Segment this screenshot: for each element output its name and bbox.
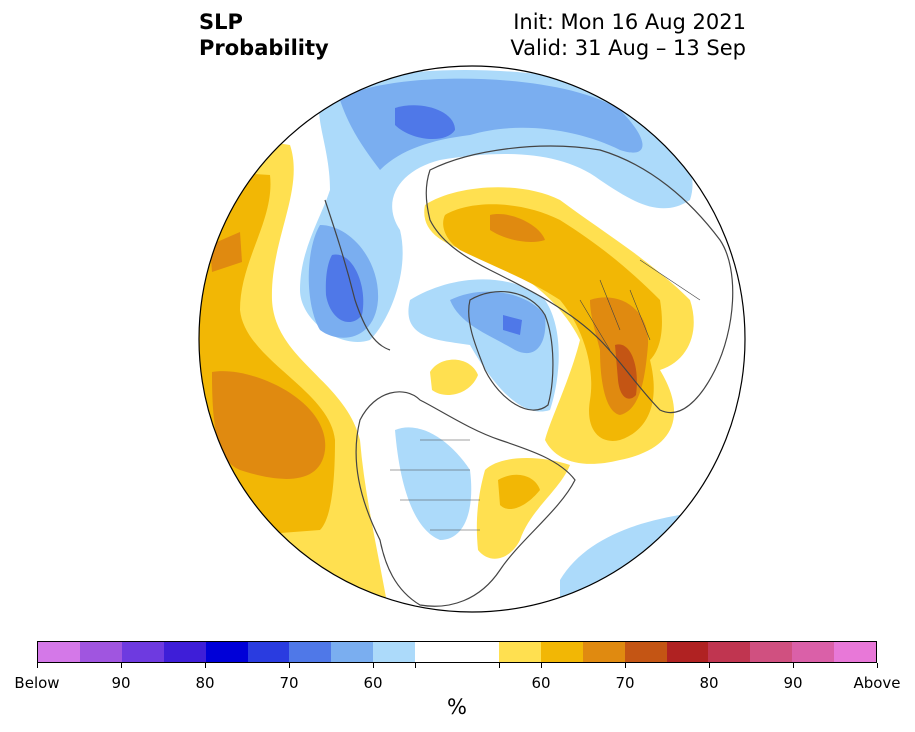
coastlines: [324, 145, 734, 607]
title-line-2: Probability: [199, 36, 329, 60]
greenland-below-70: [503, 315, 522, 335]
forecast-dates: Init: Mon 16 Aug 2021 Valid: 31 Aug – 13…: [510, 9, 746, 61]
colorbar-tick-label: 80: [699, 674, 719, 692]
colorbar-tick-label: 70: [615, 674, 635, 692]
eastern-us-above-65: [498, 474, 540, 510]
pacific-anomaly-70b: [210, 232, 242, 272]
colorbar: [37, 641, 877, 663]
colorbar-tick-label: 60: [531, 674, 551, 692]
colorbar-tick: [204, 663, 206, 668]
colorbar-segment: [498, 642, 541, 662]
colorbar-segment: [834, 642, 877, 662]
colorbar-segment: [582, 642, 625, 662]
siberia-below-70: [395, 105, 455, 140]
hudson-above-60: [430, 359, 478, 395]
canada-below-70: [325, 254, 364, 323]
pacific-anomaly-70: [212, 371, 326, 479]
colorbar-tick-label: 70: [279, 674, 299, 692]
colorbar-tick-label: 90: [111, 674, 131, 692]
colorbar-segment: [38, 642, 80, 662]
colorbar-tick-label: 90: [783, 674, 803, 692]
colorbar-segment: [331, 642, 374, 662]
colorbar-tick: [708, 663, 710, 668]
russia-above-70: [490, 214, 545, 242]
us-borders: [390, 439, 480, 531]
colorbar-segment: [121, 642, 164, 662]
colorbar-tick-label: Below: [14, 674, 60, 692]
colorbar-tick: [36, 663, 38, 668]
colorbar-segment: [708, 642, 751, 662]
colorbar-segment: [792, 642, 835, 662]
colorbar-segment: [750, 642, 793, 662]
greenland-below-65: [450, 291, 546, 354]
colorbar-tick: [540, 663, 542, 668]
colorbar-tick-label: 60: [363, 674, 383, 692]
colorbar-tick: [498, 663, 500, 668]
us-below-60: [395, 427, 472, 540]
europe-borders: [579, 259, 701, 351]
map-boundary: [198, 65, 746, 613]
colorbar-tick: [624, 663, 626, 668]
colorbar-segment: [666, 642, 709, 662]
colorbar-tick: [414, 663, 416, 668]
arctic-below-65: [340, 78, 643, 170]
eurasia-outline: [425, 145, 734, 414]
north-america-outline: [355, 391, 576, 607]
colorbar-segment: [289, 642, 332, 662]
colorbar-tick: [288, 663, 290, 668]
colorbar-unit: %: [447, 695, 467, 719]
colorbar-tick: [120, 663, 122, 668]
europe-above-75: [615, 344, 637, 399]
greenland-outline: [468, 291, 554, 411]
colorbar-tick-label: 80: [195, 674, 215, 692]
colorbar-tick: [876, 663, 878, 668]
colorbar-segment: [415, 642, 499, 662]
polar-map: [198, 65, 746, 613]
colorbar-segment: [373, 642, 416, 662]
colorbar-segment: [163, 642, 206, 662]
colorbar-tick: [792, 663, 794, 668]
colorbar-segment: [247, 642, 290, 662]
valid-period: Valid: 31 Aug – 13 Sep: [510, 36, 746, 60]
colorbar-segment: [624, 642, 667, 662]
probability-field: [199, 66, 745, 612]
title-line-1: SLP: [199, 10, 243, 34]
colorbar-segment: [205, 642, 248, 662]
colorbar-segment: [540, 642, 583, 662]
colorbar-segment: [79, 642, 122, 662]
plot-title: SLP Probability: [199, 9, 329, 61]
alaska-outline: [324, 199, 391, 351]
colorbar-tick-label: Above: [853, 674, 901, 692]
colorbar-tick: [372, 663, 374, 668]
init-date: Init: Mon 16 Aug 2021: [513, 10, 746, 34]
